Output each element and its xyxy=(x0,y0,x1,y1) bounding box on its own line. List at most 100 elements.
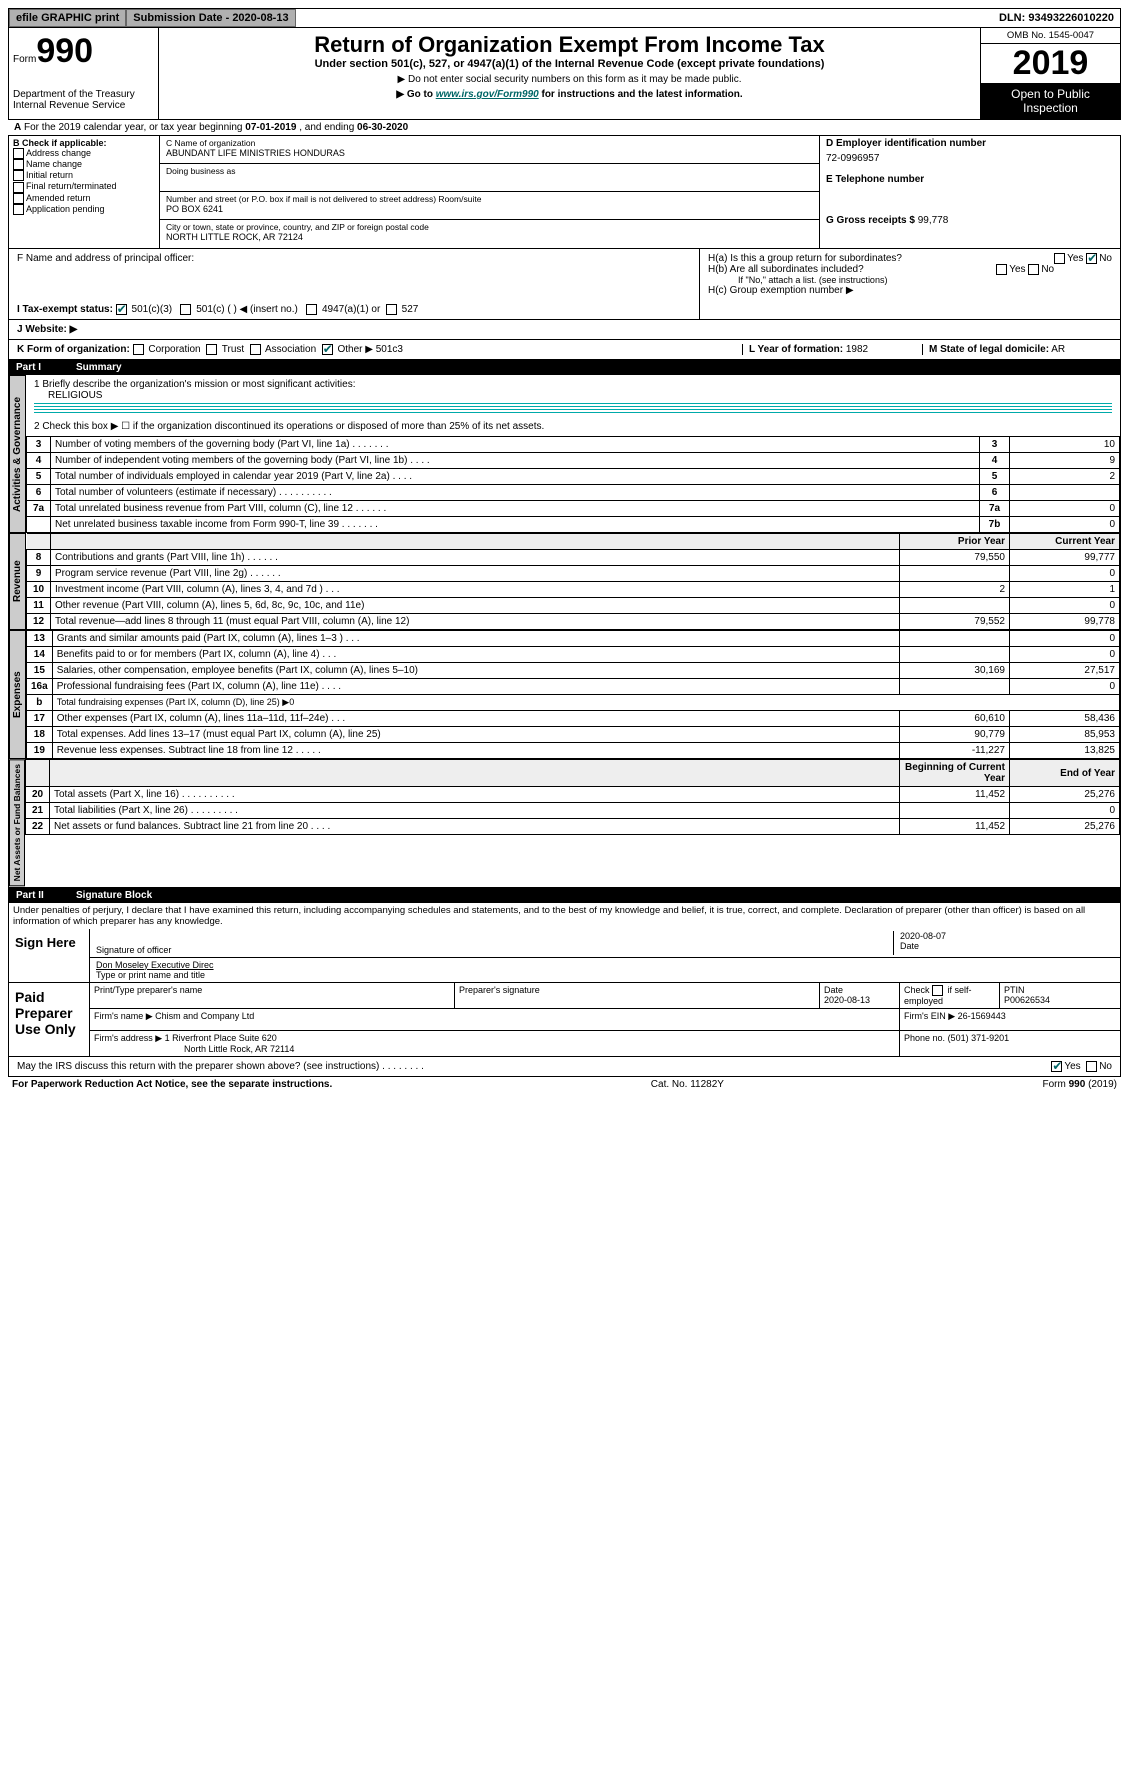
h-c-label: H(c) Group exemption number ▶ xyxy=(708,285,1112,296)
part1-header: Part I Summary xyxy=(8,360,1121,375)
m-label: M State of legal domicile: xyxy=(929,344,1049,355)
current-value: 25,276 xyxy=(1010,787,1120,803)
chk-discuss-no[interactable] xyxy=(1086,1061,1097,1072)
m-value: AR xyxy=(1051,344,1065,355)
line-code: 7b xyxy=(980,517,1010,533)
current-value: 0 xyxy=(1010,803,1120,819)
governance-section: Activities & Governance 1 Briefly descri… xyxy=(8,375,1121,533)
firm-ein: 26-1569443 xyxy=(958,1011,1006,1021)
h-b-note: If "No," attach a list. (see instruction… xyxy=(708,275,1112,285)
preparer-sig-hdr: Preparer's signature xyxy=(455,983,820,1008)
form-word: Form xyxy=(13,54,36,65)
q1-value: RELIGIOUS xyxy=(34,390,1112,401)
line-no: 12 xyxy=(27,614,51,630)
address-label: Number and street (or P.O. box if mail i… xyxy=(166,194,813,204)
line-value xyxy=(1010,485,1120,501)
h-a-label: H(a) Is this a group return for subordin… xyxy=(708,253,902,264)
prior-value: 11,452 xyxy=(900,819,1010,835)
chk-ha-no[interactable] xyxy=(1086,253,1097,264)
chk-name-change[interactable]: Name change xyxy=(13,159,155,170)
line-value: 2 xyxy=(1010,469,1120,485)
chk-501c[interactable] xyxy=(180,304,191,315)
line-label: Total number of volunteers (estimate if … xyxy=(51,485,980,501)
line-no: b xyxy=(27,695,53,711)
line-no: 14 xyxy=(27,647,53,663)
form-header: Form990 Department of the Treasury Inter… xyxy=(8,28,1121,120)
part2-title: Signature Block xyxy=(76,890,152,901)
chk-application-pending[interactable]: Application pending xyxy=(13,204,155,215)
governance-table: 3 Number of voting members of the govern… xyxy=(26,436,1120,533)
signature-officer-label: Signature of officer xyxy=(96,945,893,955)
line-no: 5 xyxy=(27,469,51,485)
line-no: 18 xyxy=(27,727,53,743)
omb-number: OMB No. 1545-0047 xyxy=(981,28,1120,44)
chk-527[interactable] xyxy=(386,304,397,315)
ein-label: D Employer identification number xyxy=(826,138,1114,149)
prior-value xyxy=(900,803,1010,819)
chk-discuss-yes[interactable] xyxy=(1051,1061,1062,1072)
chk-ha-yes[interactable] xyxy=(1054,253,1065,264)
efile-graphic-print-button[interactable]: efile GRAPHIC print xyxy=(9,9,126,27)
preparer-name-hdr: Print/Type preparer's name xyxy=(90,983,455,1008)
prior-value: 79,552 xyxy=(900,614,1010,630)
chk-corp[interactable] xyxy=(133,344,144,355)
netassets-table: Beginning of Current YearEnd of Year20 T… xyxy=(25,759,1120,835)
subtitle-1: Under section 501(c), 527, or 4947(a)(1)… xyxy=(167,58,972,70)
chk-4947[interactable] xyxy=(306,304,317,315)
line-label: Total unrelated business revenue from Pa… xyxy=(51,501,980,517)
website-label: J Website: ▶ xyxy=(17,324,77,335)
line-no: 17 xyxy=(27,711,53,727)
line-label: Grants and similar amounts paid (Part IX… xyxy=(52,631,899,647)
prior-value: 2 xyxy=(900,582,1010,598)
chk-address-change[interactable]: Address change xyxy=(13,148,155,159)
line-label: Salaries, other compensation, employee b… xyxy=(52,663,899,679)
h-b-label: H(b) Are all subordinates included? xyxy=(708,264,864,275)
current-value: 99,778 xyxy=(1010,614,1120,630)
ptin-value: P00626534 xyxy=(1004,995,1050,1005)
prior-value xyxy=(900,566,1010,582)
current-value: 0 xyxy=(1010,566,1120,582)
part2-header: Part II Signature Block xyxy=(8,888,1121,903)
side-governance: Activities & Governance xyxy=(9,375,26,533)
row-k: K Form of organization: Corporation Trus… xyxy=(8,340,1121,360)
open-to-public: Open to Public Inspection xyxy=(981,83,1120,119)
check-self-label: Check xyxy=(904,985,930,995)
form990-link[interactable]: www.irs.gov/Form990 xyxy=(436,89,539,100)
period-begin: 07-01-2019 xyxy=(245,122,296,133)
form-title: Return of Organization Exempt From Incom… xyxy=(167,32,972,58)
chk-hb-no[interactable] xyxy=(1028,264,1039,275)
chk-other[interactable] xyxy=(322,344,333,355)
chk-501c3[interactable] xyxy=(116,304,127,315)
line-label: Total expenses. Add lines 13–17 (must eq… xyxy=(52,727,899,743)
prior-value: 90,779 xyxy=(900,727,1010,743)
prior-value xyxy=(900,647,1010,663)
firm-phone: (501) 371-9201 xyxy=(948,1033,1010,1043)
identity-row: B Check if applicable: Address change Na… xyxy=(8,136,1121,249)
declaration-text: Under penalties of perjury, I declare th… xyxy=(8,903,1121,929)
chk-final-return[interactable]: Final return/terminated xyxy=(13,181,155,192)
chk-assoc[interactable] xyxy=(250,344,261,355)
chk-amended[interactable]: Amended return xyxy=(13,193,155,204)
netassets-section: Net Assets or Fund Balances Beginning of… xyxy=(8,759,1121,887)
line-no: 19 xyxy=(27,743,53,759)
period-text-a: For the 2019 calendar year, or tax year … xyxy=(24,122,245,133)
prior-value: 79,550 xyxy=(900,550,1010,566)
chk-self-employed[interactable] xyxy=(932,985,943,996)
form-ref: Form 990 (2019) xyxy=(1043,1079,1118,1090)
tax-period-line: A For the 2019 calendar year, or tax yea… xyxy=(8,120,1121,136)
prior-value: 30,169 xyxy=(900,663,1010,679)
box-d-e-g: D Employer identification number 72-0996… xyxy=(820,136,1120,248)
chk-trust[interactable] xyxy=(206,344,217,355)
line-label: Number of voting members of the governin… xyxy=(51,437,980,453)
submission-date-button[interactable]: Submission Date - 2020-08-13 xyxy=(126,9,295,27)
firm-addr-label: Firm's address ▶ xyxy=(94,1033,162,1043)
chk-initial-return[interactable]: Initial return xyxy=(13,170,155,181)
opt-527: 527 xyxy=(402,304,419,315)
discuss-row: May the IRS discuss this return with the… xyxy=(8,1057,1121,1077)
line-label: Other expenses (Part IX, column (A), lin… xyxy=(52,711,899,727)
chk-hb-yes[interactable] xyxy=(996,264,1007,275)
line-value: 9 xyxy=(1010,453,1120,469)
paid-preparer-row: Paid Preparer Use Only Print/Type prepar… xyxy=(8,983,1121,1057)
line-no: 9 xyxy=(27,566,51,582)
current-value: 85,953 xyxy=(1010,727,1120,743)
